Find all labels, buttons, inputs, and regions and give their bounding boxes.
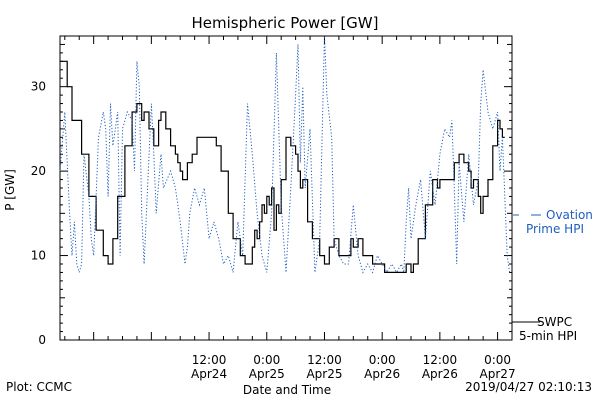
x-tick-label-time: 0:00 [369, 353, 396, 367]
x-tick-label-date: Apr24 [191, 367, 227, 381]
x-axis-label: Date and Time [243, 383, 331, 397]
x-tick-label-time: 0:00 [484, 353, 511, 367]
x-tick-label-time: 12:00 [423, 353, 458, 367]
plot-frame [59, 35, 513, 341]
x-tick-label-date: Apr26 [422, 367, 458, 381]
series-line-swpc [60, 60, 505, 273]
legend-swpc-label-line1: SWPC [537, 315, 572, 329]
legend-swpc-label-line2: 5-min HPI [519, 329, 577, 343]
legend-ovation-label-line1: Ovation [546, 208, 593, 222]
y-tick-label: 30 [31, 80, 46, 94]
x-tick-label-date: Apr27 [480, 367, 516, 381]
y-tick-label: 0 [38, 333, 46, 347]
plot-source-label: Plot: CCMC [6, 380, 72, 394]
x-tick-label-date: Apr26 [364, 367, 400, 381]
y-tick-label: 10 [31, 249, 46, 263]
chart-title: Hemispheric Power [GW] [192, 14, 379, 32]
plot-area: 010203012:00Apr240:00Apr2512:00Apr250:00… [31, 35, 516, 381]
y-tick-label: 20 [31, 164, 46, 178]
x-tick-label-time: 12:00 [192, 353, 227, 367]
timestamp-label: 2019/04/27 02:10:13 [465, 380, 592, 394]
y-axis-label: P [GW] [3, 169, 17, 211]
x-tick-label-date: Apr25 [306, 367, 342, 381]
legend-ovation-label-line2: Prime HPI [526, 222, 584, 236]
series-line-ovation [59, 35, 511, 275]
x-tick-label-date: Apr25 [249, 367, 285, 381]
x-tick-label-time: 0:00 [253, 353, 280, 367]
x-tick-label-time: 12:00 [307, 353, 342, 367]
